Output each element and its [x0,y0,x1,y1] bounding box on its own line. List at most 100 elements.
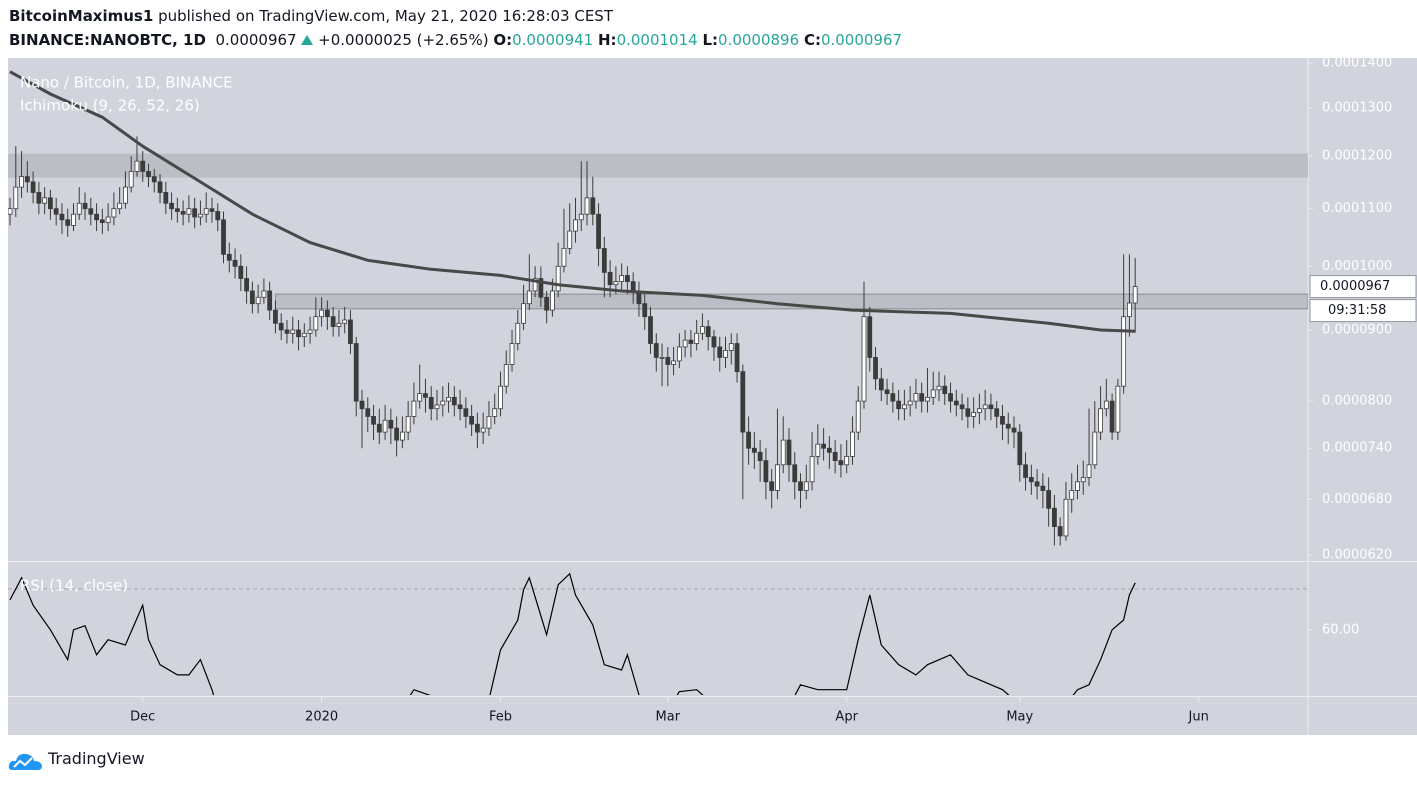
candle-body [255,296,261,305]
x-tick-label: Feb [489,710,512,725]
candle-body [751,447,757,453]
y-tick-label: 0.0000740 [1322,441,1392,456]
candle-body [746,431,751,449]
candle-body [711,336,717,348]
candle-body [342,319,348,324]
ohlc-label: L: [702,31,719,49]
candle-body [873,357,878,380]
candle-body [642,303,648,318]
candle-body [780,439,786,466]
candle-body [65,219,71,226]
candle-body [1063,498,1069,537]
candle-body [1109,400,1115,433]
chart: 0.0000620 0.0000680 0.0000740 0.0000800 0.00… [8,56,1417,735]
candle-body [123,186,128,204]
last-price-label: 0.0000967 [1320,279,1390,294]
candle-body [388,419,394,429]
y-tick-label: 0.0000900 [1322,322,1392,337]
candle-body [653,343,659,358]
candle-body [803,481,809,491]
candle-body [936,385,942,391]
candle-body [1098,408,1103,433]
countdown-label: 09:31:58 [1328,303,1386,318]
candle-body [740,371,746,433]
candle-body [1086,464,1092,478]
published: published on TradingView.com, May 21, 20… [158,7,613,25]
candle-body [601,248,607,273]
candle-body [273,309,278,324]
candle-body [457,404,463,410]
candle-body [307,329,313,334]
candle-body [971,412,977,417]
candle-body [284,329,290,334]
candle-body [1040,485,1046,491]
candle-body [376,423,382,433]
candle-body [13,186,19,210]
candle-body [550,290,555,311]
candle-body [515,322,521,344]
axes: 0.0000620 0.0000680 0.0000740 0.0000800 0.00… [20,56,1417,725]
candle-body [486,416,492,429]
candle-body [1017,431,1023,466]
ohlc-value: 0.0001014 [616,31,698,49]
candle-body [244,278,249,292]
candle-body [988,404,994,410]
candle-body [907,400,913,406]
candle-body [826,447,832,453]
candle-body [1052,507,1057,527]
candle-body [901,404,907,410]
x-tick-label: Jun [1188,710,1209,725]
candle-body [99,219,105,224]
zone [8,153,1308,178]
candle-body [469,416,475,425]
candle-body [480,427,486,433]
candle-body [19,176,24,188]
candle-body [267,290,273,311]
candle-body [850,431,855,457]
candle-body [1028,477,1034,483]
candle-body [930,389,936,398]
candle-body [913,393,919,402]
quote-line: BINANCE:NANOBTC, 1D 0.0000967 +0.0000025… [9,31,902,49]
y-tick-label: 0.0001400 [1322,56,1392,71]
indicator-legend: Ichimoku (9, 26, 52, 26) [20,97,200,115]
candle-body [226,253,232,261]
candle-body [861,316,867,402]
candle-body [82,202,88,210]
candle-body [705,326,711,338]
candle-body [1127,302,1132,318]
candle-body [423,393,428,398]
candle-body [117,202,123,210]
candle-body [353,343,359,402]
candle-body [498,385,503,410]
candle-body [919,393,925,402]
x-tick-label: 2020 [305,710,338,725]
candle-body [249,290,255,305]
candle-body [648,316,653,344]
candle-body [134,160,140,172]
candle-body [1121,316,1127,387]
candle-body [578,213,584,221]
candle-body [1069,490,1075,500]
candle-body [596,213,601,249]
brand-logo [8,753,43,770]
last-price-box [1309,275,1417,299]
y-tick-label: 0.0001000 [1322,259,1392,274]
candle-body [203,208,209,215]
author: BitcoinMaximus1 [9,7,154,25]
candle-body [440,400,446,406]
candle-body [1080,477,1086,483]
candle-body [399,431,405,441]
candle-body [1075,481,1080,491]
change: +0.0000025 (+2.65%) [318,31,489,49]
last-price: 0.0000967 [215,31,297,49]
symbol: BINANCE:NANOBTC, 1D [9,31,206,49]
candle-body [151,176,157,183]
ohlc-value: 0.0000941 [512,31,594,49]
candle-body [671,360,676,365]
zone [274,293,1308,310]
candle-body [348,319,353,344]
candle-body [665,357,671,365]
candle-body [301,332,307,338]
